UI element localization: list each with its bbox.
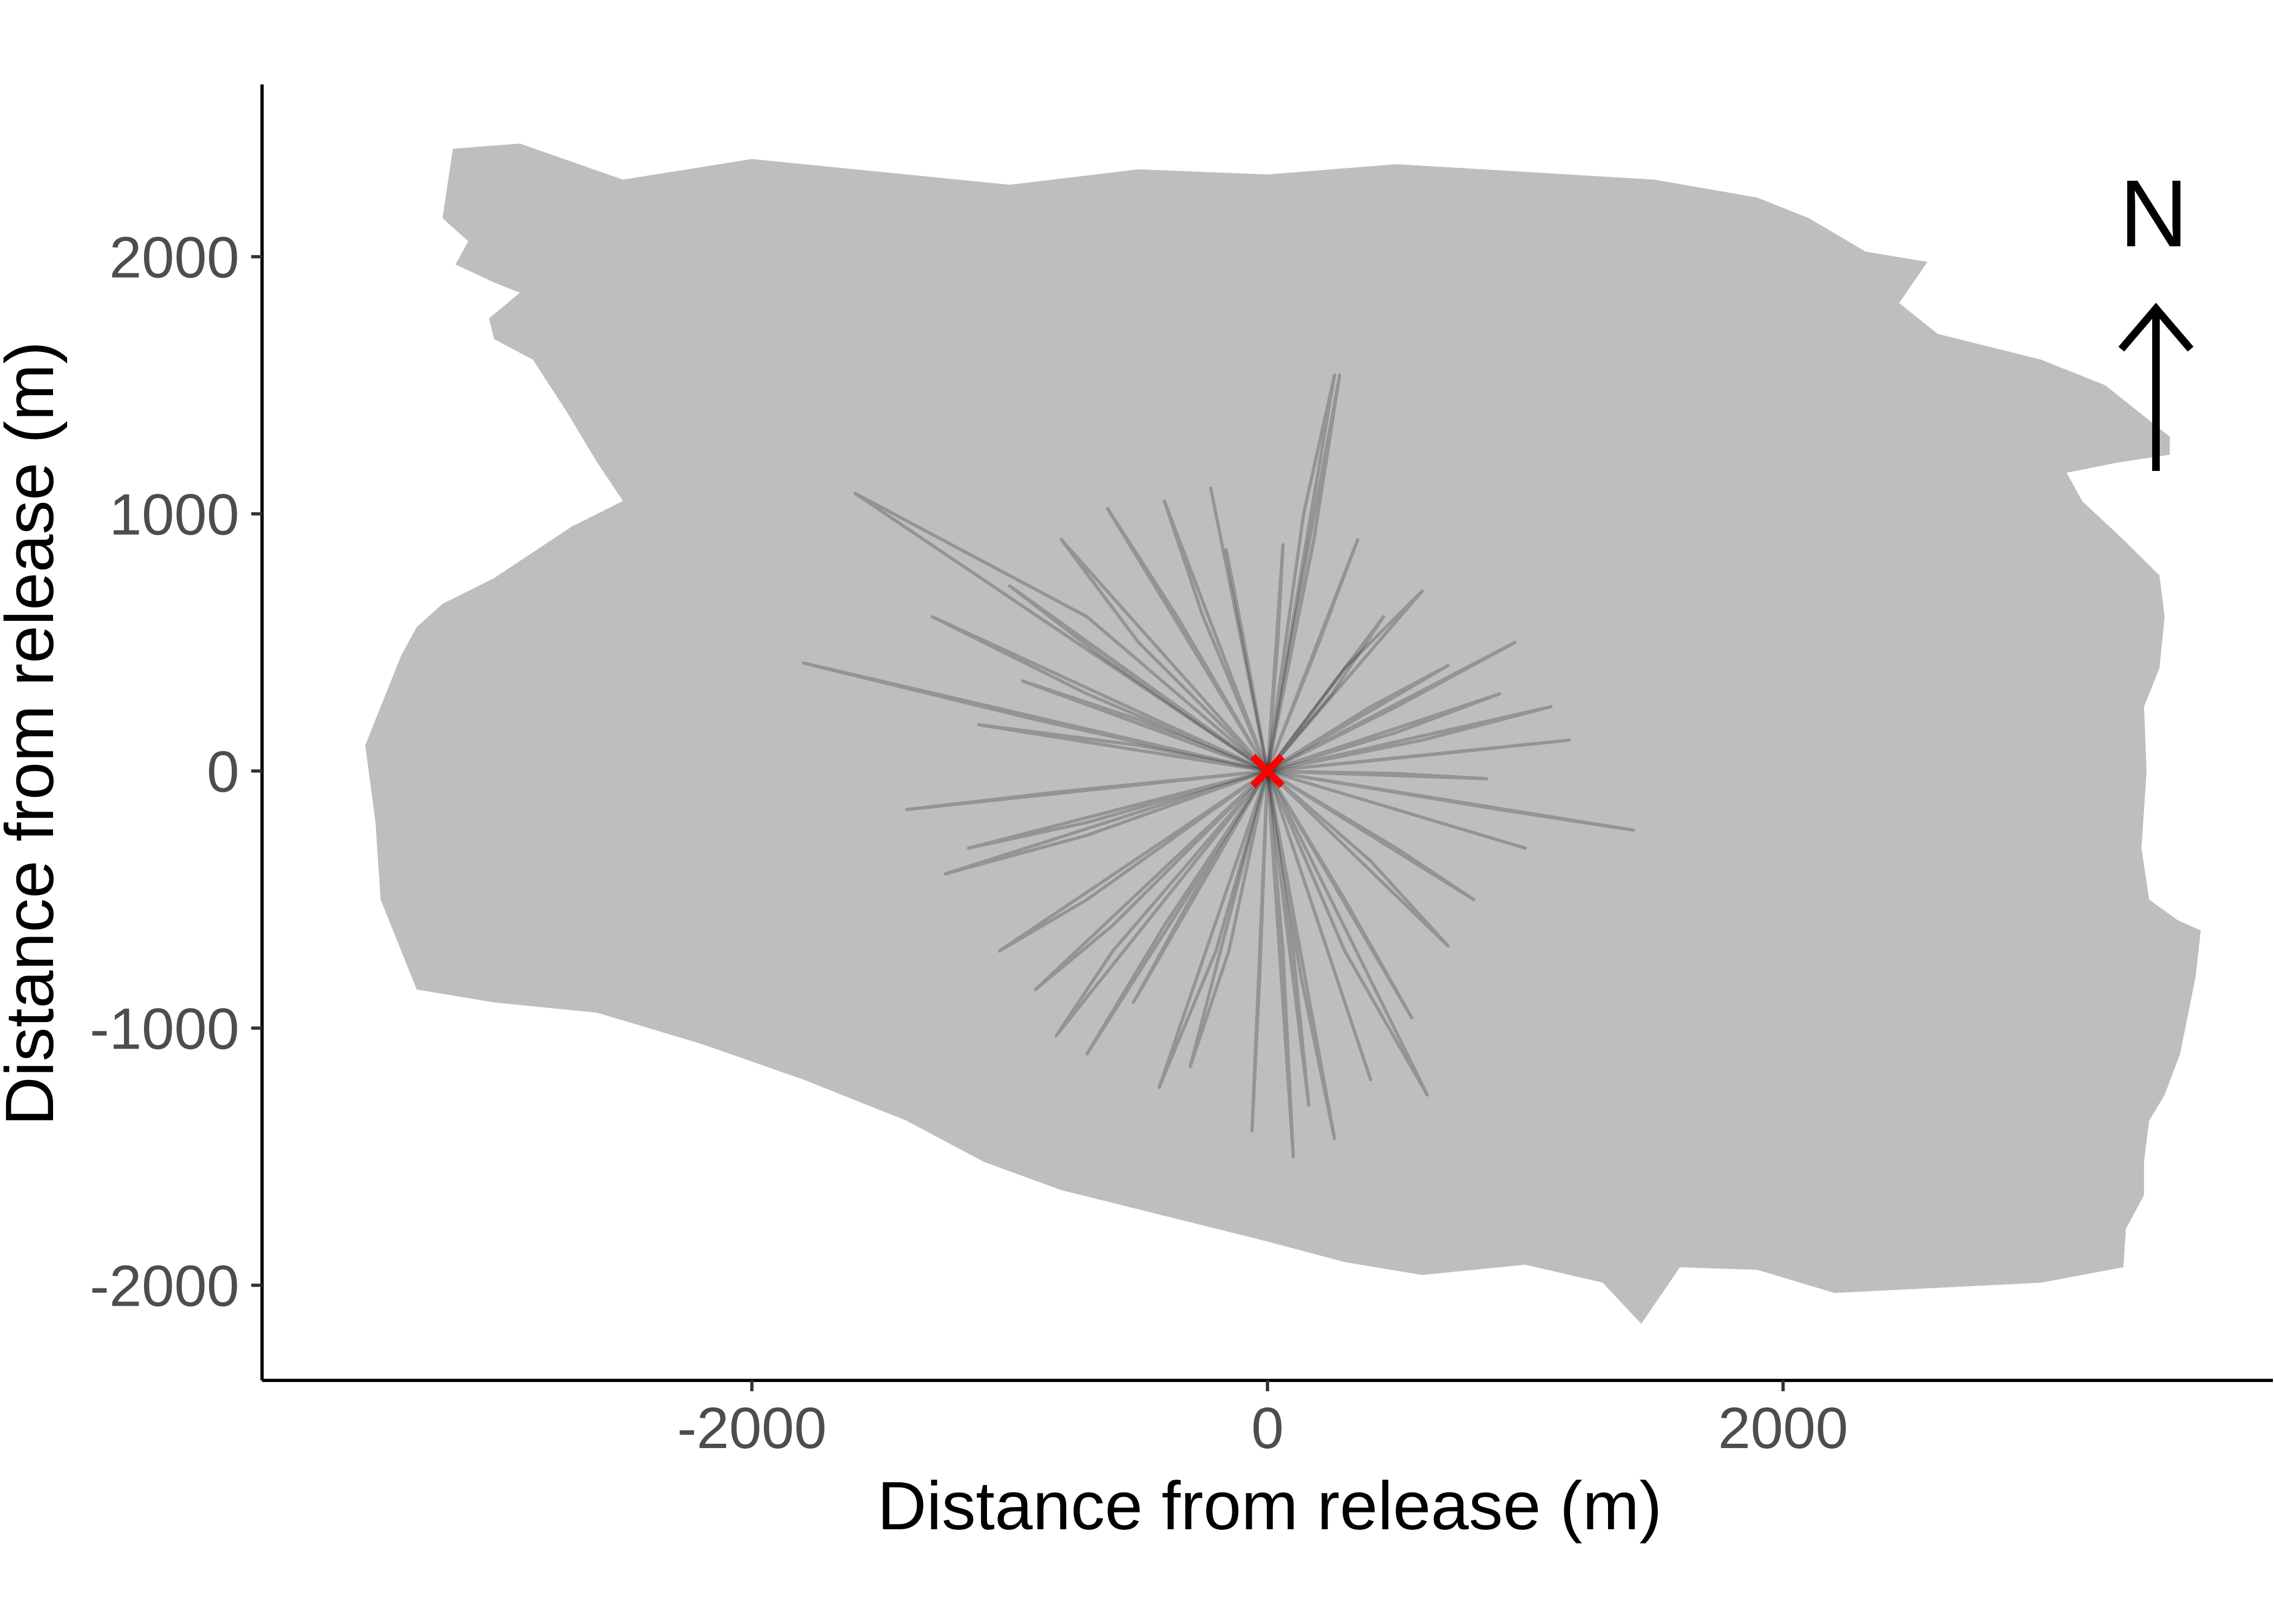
track-line-27 (943, 769, 1269, 876)
track-line-3 (1266, 373, 1336, 771)
track-line-39 (1266, 770, 1311, 1107)
track-line-35 (1209, 486, 1269, 771)
y-axis-ticks: -2000 -1000 0 1000 2000 (90, 224, 262, 1318)
north-arrow-head-icon (2118, 303, 2194, 352)
release-point-marker (1250, 754, 1285, 788)
track-line-20 (1266, 543, 1285, 771)
track-line-36 (931, 615, 1269, 773)
track-line-15 (966, 769, 1268, 850)
track-line-2 (801, 661, 1268, 773)
x-tick-label: -2000 (677, 1395, 827, 1461)
track-line-22 (1267, 769, 1488, 781)
track-line-4 (1266, 373, 1342, 771)
track-line-29 (1188, 770, 1269, 1069)
track-line-6 (1267, 738, 1571, 773)
track-line-18 (1162, 499, 1269, 772)
track-line-11 (1250, 771, 1269, 1133)
track-line-16 (977, 723, 1268, 773)
island-shape (365, 143, 2201, 1324)
track-line-14 (997, 769, 1269, 953)
y-tick-label: 0 (207, 738, 239, 804)
track-line-7 (1267, 769, 1636, 832)
track-line-28 (1034, 770, 1269, 991)
track-line-32 (1267, 705, 1553, 773)
track-line-40 (1266, 769, 1475, 901)
release-marker-stroke-2 (1250, 754, 1285, 788)
track-line-43 (1021, 679, 1269, 773)
y-axis-title: Distance from release (m) (0, 341, 68, 1125)
track-line-9 (1266, 770, 1336, 1141)
north-arrow: N (2118, 161, 2194, 471)
y-tick-label: -2000 (90, 1253, 239, 1318)
track-line-34 (1266, 538, 1360, 772)
track-line-10 (1266, 771, 1295, 1158)
y-tick-label: -1000 (90, 996, 239, 1061)
track-line-19 (1224, 548, 1269, 771)
x-axis-title: Distance from release (m) (877, 1468, 1662, 1544)
x-tick-label: 0 (1251, 1395, 1284, 1461)
track-line-1 (853, 492, 1269, 772)
track-line-30 (1266, 770, 1373, 1082)
track-line-26 (1106, 507, 1269, 772)
track-line-31 (1267, 769, 1527, 850)
north-label: N (2119, 161, 2188, 267)
x-axis-ticks: -2000 0 2000 (677, 1380, 1848, 1461)
track-line-25 (1008, 584, 1269, 772)
track-line-41 (1267, 692, 1501, 773)
track-line-8 (1266, 770, 1429, 1097)
island-layer (365, 143, 2201, 1324)
track-line-24 (1266, 770, 1414, 1020)
track-line-37 (905, 769, 1268, 811)
track-line-44 (1266, 615, 1386, 772)
track-line-17 (1060, 538, 1269, 772)
tracks-layer (801, 373, 1636, 1158)
track-line-33 (1266, 589, 1424, 772)
track-line-21 (1266, 664, 1450, 772)
track-line-23 (1266, 770, 1450, 948)
x-tick-label: 2000 (1718, 1395, 1848, 1461)
y-tick-label: 1000 (109, 481, 239, 547)
track-line-13 (1054, 770, 1269, 1038)
track-line-5 (1266, 640, 1517, 772)
track-line-42 (1132, 770, 1269, 1004)
y-tick-label: 2000 (109, 224, 239, 290)
track-line-12 (1158, 770, 1269, 1089)
track-line-38 (1085, 770, 1269, 1056)
